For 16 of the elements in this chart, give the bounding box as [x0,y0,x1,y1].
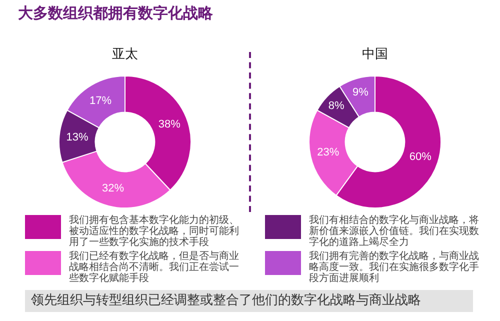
text: 领先组织与转型组织已经调整或整合了他们的数字化战略与商业战略 [25,290,473,312]
data-label: 32% [102,182,124,194]
data-label: 13% [66,131,88,144]
legend-label: 我们已经有数字化战略，但是否与商业战略相结合尚不清晰。我们正在尝试一些数字化赋能手段 [69,251,240,284]
chart-title: 亚太 [112,47,138,62]
data-label: 9% [352,86,369,98]
text: 大多数组织都拥有数字化战略 [18,4,213,23]
legend-label: 我们有相结合的数字化与商业战略，将新价值来源嵌入价值链。我们在实现数字化的道路上竭尽全力 [309,215,480,248]
data-label: 8% [328,100,345,112]
legend-label: 我们拥有包含基本数字化能力的初级、被动适应性的数字化战略，同时可能利用了一些数字化实施的技术手段 [69,215,240,248]
data-label: 23% [317,146,340,158]
data-label: 60% [409,150,432,163]
data-label: 17% [90,94,112,107]
data-label: 38% [158,118,181,130]
chart-title: 中国 [362,47,388,62]
legend-label: 我们拥有完善的数字化战略，与商业战略高度一致。我们在实施很多数字化手段方面进展顺利 [309,251,480,284]
